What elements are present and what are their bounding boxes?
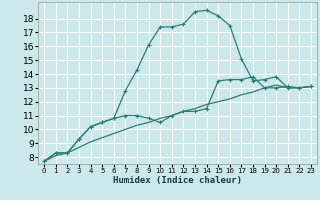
X-axis label: Humidex (Indice chaleur): Humidex (Indice chaleur) <box>113 176 242 185</box>
